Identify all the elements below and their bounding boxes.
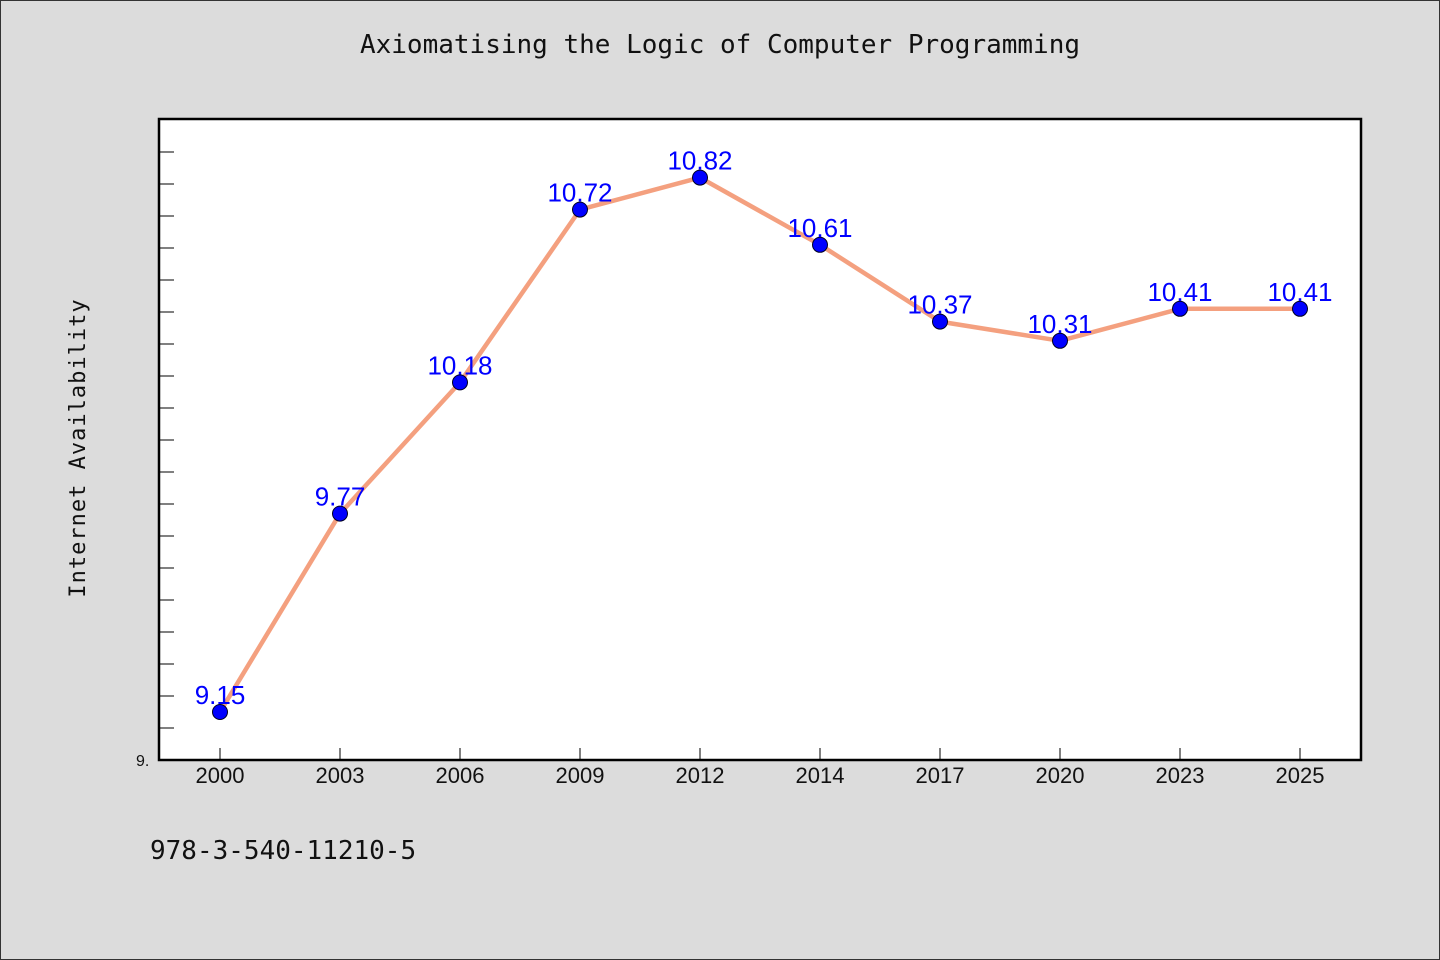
- x-axis-ticks: 2000 2003 2006 2009 2012 2014 2017 2020 2023 2025: [196, 748, 1325, 788]
- data-label: 10.18: [427, 350, 492, 380]
- data-label: 10.41: [1267, 277, 1332, 307]
- data-point: [1052, 332, 1068, 349]
- x-tick-label: 2017: [916, 763, 965, 788]
- data-labels: 9.15 9.77 10.18 10.72 10.82 10.61 10.37 10.31 10…: [195, 146, 1333, 710]
- y-axis-label: Internet Availability: [66, 298, 91, 597]
- data-point: [812, 236, 828, 253]
- data-point: [1172, 300, 1188, 317]
- y-tick-label: 9.: [136, 753, 149, 770]
- x-tick-label: 2006: [436, 763, 485, 788]
- x-tick-label: 2003: [316, 763, 365, 788]
- plot-area: [157, 117, 1363, 762]
- x-tick-label: 2012: [676, 763, 725, 788]
- data-label: 10.31: [1027, 309, 1092, 339]
- x-tick-label: 2023: [1156, 763, 1205, 788]
- data-point: [332, 505, 348, 522]
- data-point: [1292, 300, 1308, 317]
- x-tick-label: 2000: [196, 763, 245, 788]
- data-label: 9.15: [195, 680, 246, 710]
- data-point: [452, 374, 468, 391]
- x-tick-label: 2014: [796, 763, 845, 788]
- data-point: [932, 313, 948, 330]
- x-tick-label: 2020: [1036, 763, 1085, 788]
- x-tick-label: 2025: [1276, 763, 1325, 788]
- isbn-footer: 978-3-540-11210-5: [150, 836, 417, 866]
- series-markers: [212, 169, 1308, 720]
- data-point: [572, 201, 588, 218]
- data-label: 10.72: [547, 178, 612, 208]
- data-point: [212, 704, 228, 720]
- data-label: 10.61: [787, 213, 852, 243]
- series-line: [218, 175, 1300, 714]
- data-label: 10.82: [667, 146, 732, 176]
- series-line-group: [218, 175, 1300, 714]
- data-point: [692, 169, 708, 186]
- data-label: 10.37: [907, 290, 972, 320]
- data-label: 10.41: [1147, 277, 1212, 307]
- y-minor-ticks: [160, 151, 174, 729]
- data-label: 9.77: [315, 482, 366, 512]
- x-tick-label: 2009: [556, 763, 605, 788]
- chart-title: Axiomatising the Logic of Computer Progr…: [359, 30, 1081, 60]
